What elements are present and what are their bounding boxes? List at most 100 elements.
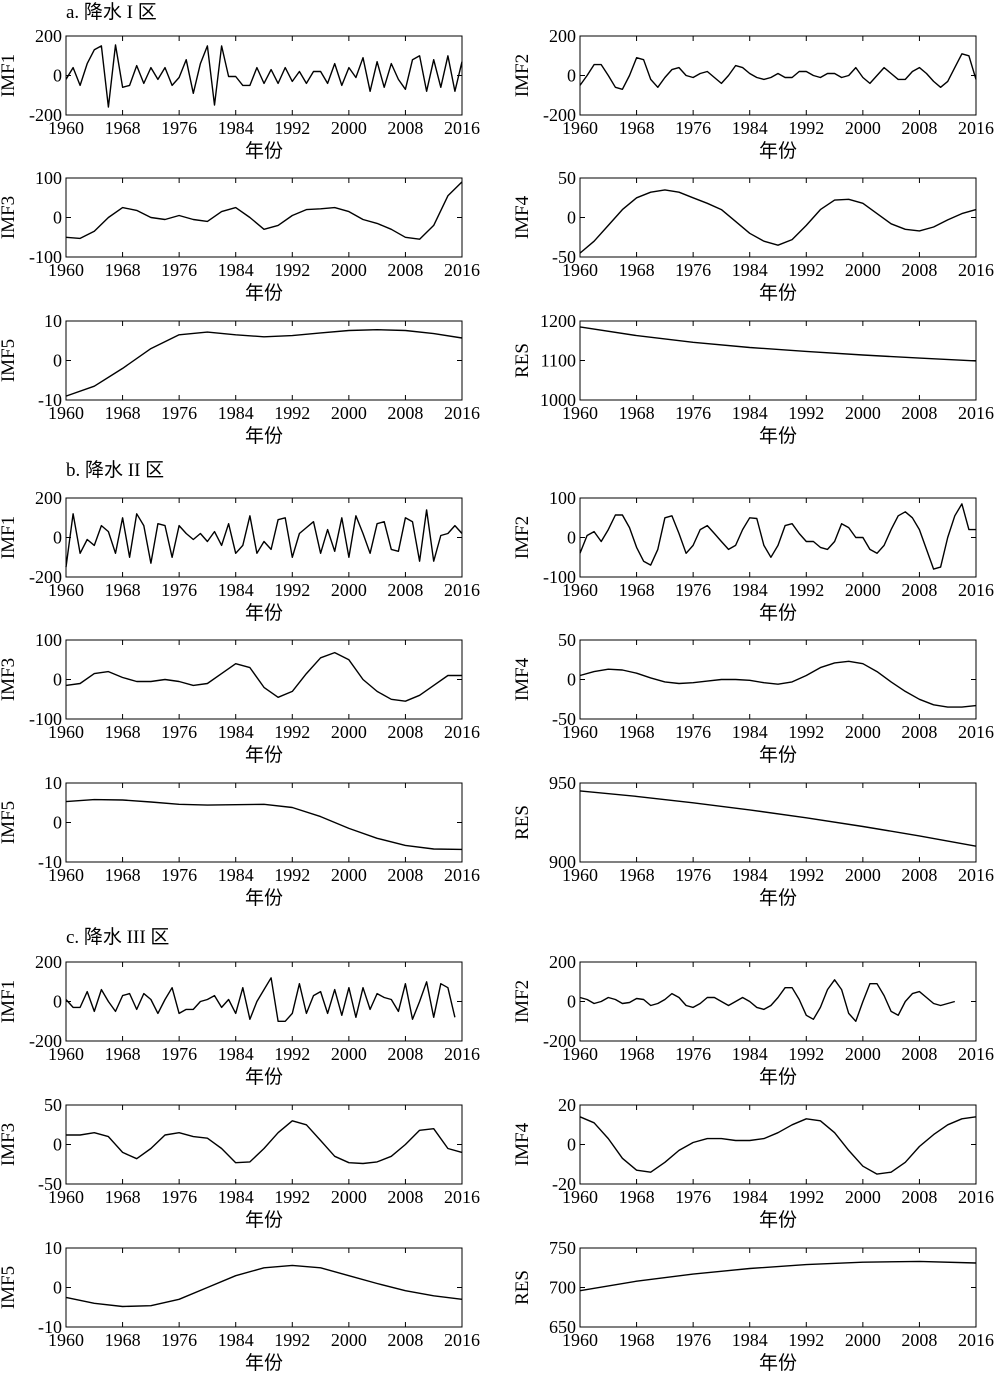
panel-2-imf2-xtick-label-1960: 1960 <box>562 118 598 138</box>
panel-14-imf2-xlabel: 年份 <box>759 1066 797 1088</box>
panel-1-imf1-ytick-label-200: 200 <box>35 26 62 46</box>
panel-18-res-ytick-label-750: 750 <box>549 1238 576 1258</box>
panel-17-imf5-xtick-label-1976: 1976 <box>161 1330 197 1350</box>
panel-3-imf3-xtick-label-2008: 2008 <box>387 260 423 280</box>
panel-1-imf1-xtick-label-2000: 2000 <box>331 118 367 138</box>
panel-1-imf1-xtick-label-1976: 1976 <box>161 118 197 138</box>
panel-7-imf1-xtick-label-1968: 1968 <box>105 580 141 600</box>
panel-5-imf5-axes-frame <box>65 320 463 401</box>
panel-10-imf4-series-line <box>579 660 977 708</box>
panel-7-imf1-ytick-label-0: 0 <box>53 528 62 548</box>
panel-15-imf3-ytick-label-0: 0 <box>53 1135 62 1155</box>
panel-16-imf4-ytick-label-20: 20 <box>558 1095 576 1115</box>
panel-14-imf2-ytick-label-0: 0 <box>567 992 576 1012</box>
panel-14-imf2-series-line <box>579 979 955 1022</box>
panel-10-imf4-xtick-label-2000: 2000 <box>845 722 881 742</box>
panel-6-res-ytick-label-1200: 1200 <box>540 311 576 331</box>
panel-4-imf4-xtick-label-1960: 1960 <box>562 260 598 280</box>
panel-10-imf4: 1960 1968 1976 1984 1992 2000 2008 2016 -50 0 50 IM… <box>512 630 994 766</box>
panel-7-imf1-xtick-label-1976: 1976 <box>161 580 197 600</box>
panel-8-imf2-xtick-label-1992: 1992 <box>788 580 824 600</box>
panel-3-imf3-ytick-label--100: -100 <box>29 247 62 267</box>
group-b-title: b. 降水 II 区 <box>66 459 164 481</box>
panel-14-imf2-xtick-label-1984: 1984 <box>732 1044 768 1064</box>
panel-5-imf5-xtick-label-1968: 1968 <box>105 403 141 423</box>
panel-14-imf2-xtick-label-1960: 1960 <box>562 1044 598 1064</box>
panel-6-res-xtick-label-2016: 2016 <box>958 403 994 423</box>
panel-13-imf1-xtick-label-2008: 2008 <box>387 1044 423 1064</box>
panel-18-res-series-line <box>579 1260 977 1292</box>
panel-3-imf3-ytick-label-0: 0 <box>53 208 62 228</box>
panel-16-imf4: 1960 1968 1976 1984 1992 2000 2008 2016 -20 0 20 IM… <box>512 1095 994 1231</box>
panel-11-imf5-xtick-label-1960: 1960 <box>48 865 84 885</box>
panel-3-imf3-xtick-label-1992: 1992 <box>274 260 310 280</box>
panel-5-imf5-ytick-label--10: -10 <box>38 390 62 410</box>
panel-2-imf2-xlabel: 年份 <box>759 140 797 162</box>
panel-14-imf2-ytick-label--200: -200 <box>543 1031 576 1051</box>
panel-14-imf2-ytick-label-200: 200 <box>549 952 576 972</box>
panel-3-imf3-ytick-label-100: 100 <box>35 168 62 188</box>
panel-6-res-xtick-label-1960: 1960 <box>562 403 598 423</box>
panel-3-imf3-ylabel: IMF3 <box>0 196 19 239</box>
panel-13-imf1-xtick-label-2016: 2016 <box>444 1044 480 1064</box>
group-a-title: a. 降水 I 区 <box>66 1 157 23</box>
panel-2-imf2-xtick-label-2008: 2008 <box>901 118 937 138</box>
panel-10-imf4-ylabel: IMF4 <box>512 657 533 701</box>
panel-17-imf5-ytick-label-0: 0 <box>53 1278 62 1298</box>
panel-2-imf2-xtick-label-2000: 2000 <box>845 118 881 138</box>
panel-11-imf5-xlabel: 年份 <box>245 887 283 909</box>
panel-16-imf4-xlabel: 年份 <box>759 1209 797 1231</box>
panel-5-imf5-ytick-label-10: 10 <box>44 311 62 331</box>
panel-11-imf5-ytick-label-10: 10 <box>44 773 62 793</box>
panel-13-imf1-xtick-label-1992: 1992 <box>274 1044 310 1064</box>
panel-18-res-xtick-label-1984: 1984 <box>732 1330 768 1350</box>
panel-4-imf4-ylabel: IMF4 <box>512 195 533 239</box>
panel-13-imf1-ytick-label--200: -200 <box>29 1031 62 1051</box>
panel-5-imf5-xtick-label-1960: 1960 <box>48 403 84 423</box>
panel-9-imf3-xtick-label-1992: 1992 <box>274 722 310 742</box>
panel-8-imf2-ylabel: IMF2 <box>512 516 533 559</box>
panel-10-imf4-ytick-label--50: -50 <box>552 709 576 729</box>
panel-8-imf2-xlabel: 年份 <box>759 602 797 624</box>
panel-10-imf4-xtick-label-2008: 2008 <box>901 722 937 742</box>
panel-15-imf3-xtick-label-1968: 1968 <box>105 1187 141 1207</box>
panel-16-imf4-xtick-label-1968: 1968 <box>619 1187 655 1207</box>
panel-18-res-xlabel: 年份 <box>759 1352 797 1374</box>
panel-15-imf3-xtick-label-1992: 1992 <box>274 1187 310 1207</box>
panel-17-imf5-ytick-label--10: -10 <box>38 1317 62 1337</box>
panel-9-imf3-ylabel: IMF3 <box>0 658 19 701</box>
panel-7-imf1-xtick-label-2016: 2016 <box>444 580 480 600</box>
panel-5-imf5-xtick-label-2016: 2016 <box>444 403 480 423</box>
panel-16-imf4-ytick-label-0: 0 <box>567 1135 576 1155</box>
panel-11-imf5-xtick-label-2016: 2016 <box>444 865 480 885</box>
panel-14-imf2-ylabel: IMF2 <box>512 980 533 1023</box>
panel-14-imf2-axes-frame <box>579 961 977 1042</box>
panel-3-imf3-xtick-label-1984: 1984 <box>218 260 254 280</box>
panel-12-res-xtick-label-2016: 2016 <box>958 865 994 885</box>
panel-15-imf3-xtick-label-2000: 2000 <box>331 1187 367 1207</box>
panel-4-imf4-xlabel: 年份 <box>759 282 797 304</box>
panel-8-imf2-ytick-label-100: 100 <box>549 488 576 508</box>
panel-12-res-xtick-label-1960: 1960 <box>562 865 598 885</box>
panel-5-imf5-xtick-label-2008: 2008 <box>387 403 423 423</box>
panel-14-imf2-xtick-label-1976: 1976 <box>675 1044 711 1064</box>
panel-7-imf1-xtick-label-1992: 1992 <box>274 580 310 600</box>
panel-1-imf1-axes-frame <box>65 35 463 116</box>
panel-17-imf5-ytick-label-10: 10 <box>44 1238 62 1258</box>
panel-1-imf1-ylabel: IMF1 <box>0 54 19 97</box>
panel-12-res-series-line <box>579 790 977 847</box>
panel-4-imf4-series-line <box>579 189 977 254</box>
panel-9-imf3: 1960 1968 1976 1984 1992 2000 2008 2016 -100 0 100… <box>0 630 480 766</box>
panel-18-res-xtick-label-1968: 1968 <box>619 1330 655 1350</box>
panel-1-imf1-xtick-label-2008: 2008 <box>387 118 423 138</box>
panel-10-imf4-ytick-label-0: 0 <box>567 670 576 690</box>
panel-17-imf5: 1960 1968 1976 1984 1992 2000 2008 2016 -10 0 10 IM… <box>0 1238 480 1374</box>
panel-17-imf5-ylabel: IMF5 <box>0 1266 19 1309</box>
panel-11-imf5-xtick-label-2000: 2000 <box>331 865 367 885</box>
panel-12-res: 1960 1968 1976 1984 1992 2000 2008 2016 900 950 RE… <box>512 773 994 909</box>
panel-8-imf2-xtick-label-2008: 2008 <box>901 580 937 600</box>
panel-3-imf3-xtick-label-2016: 2016 <box>444 260 480 280</box>
panel-14-imf2: 1960 1968 1976 1984 1992 2000 2008 2016 -200 0 200… <box>512 952 994 1088</box>
panel-9-imf3-xtick-label-1976: 1976 <box>161 722 197 742</box>
panel-16-imf4-xtick-label-2000: 2000 <box>845 1187 881 1207</box>
